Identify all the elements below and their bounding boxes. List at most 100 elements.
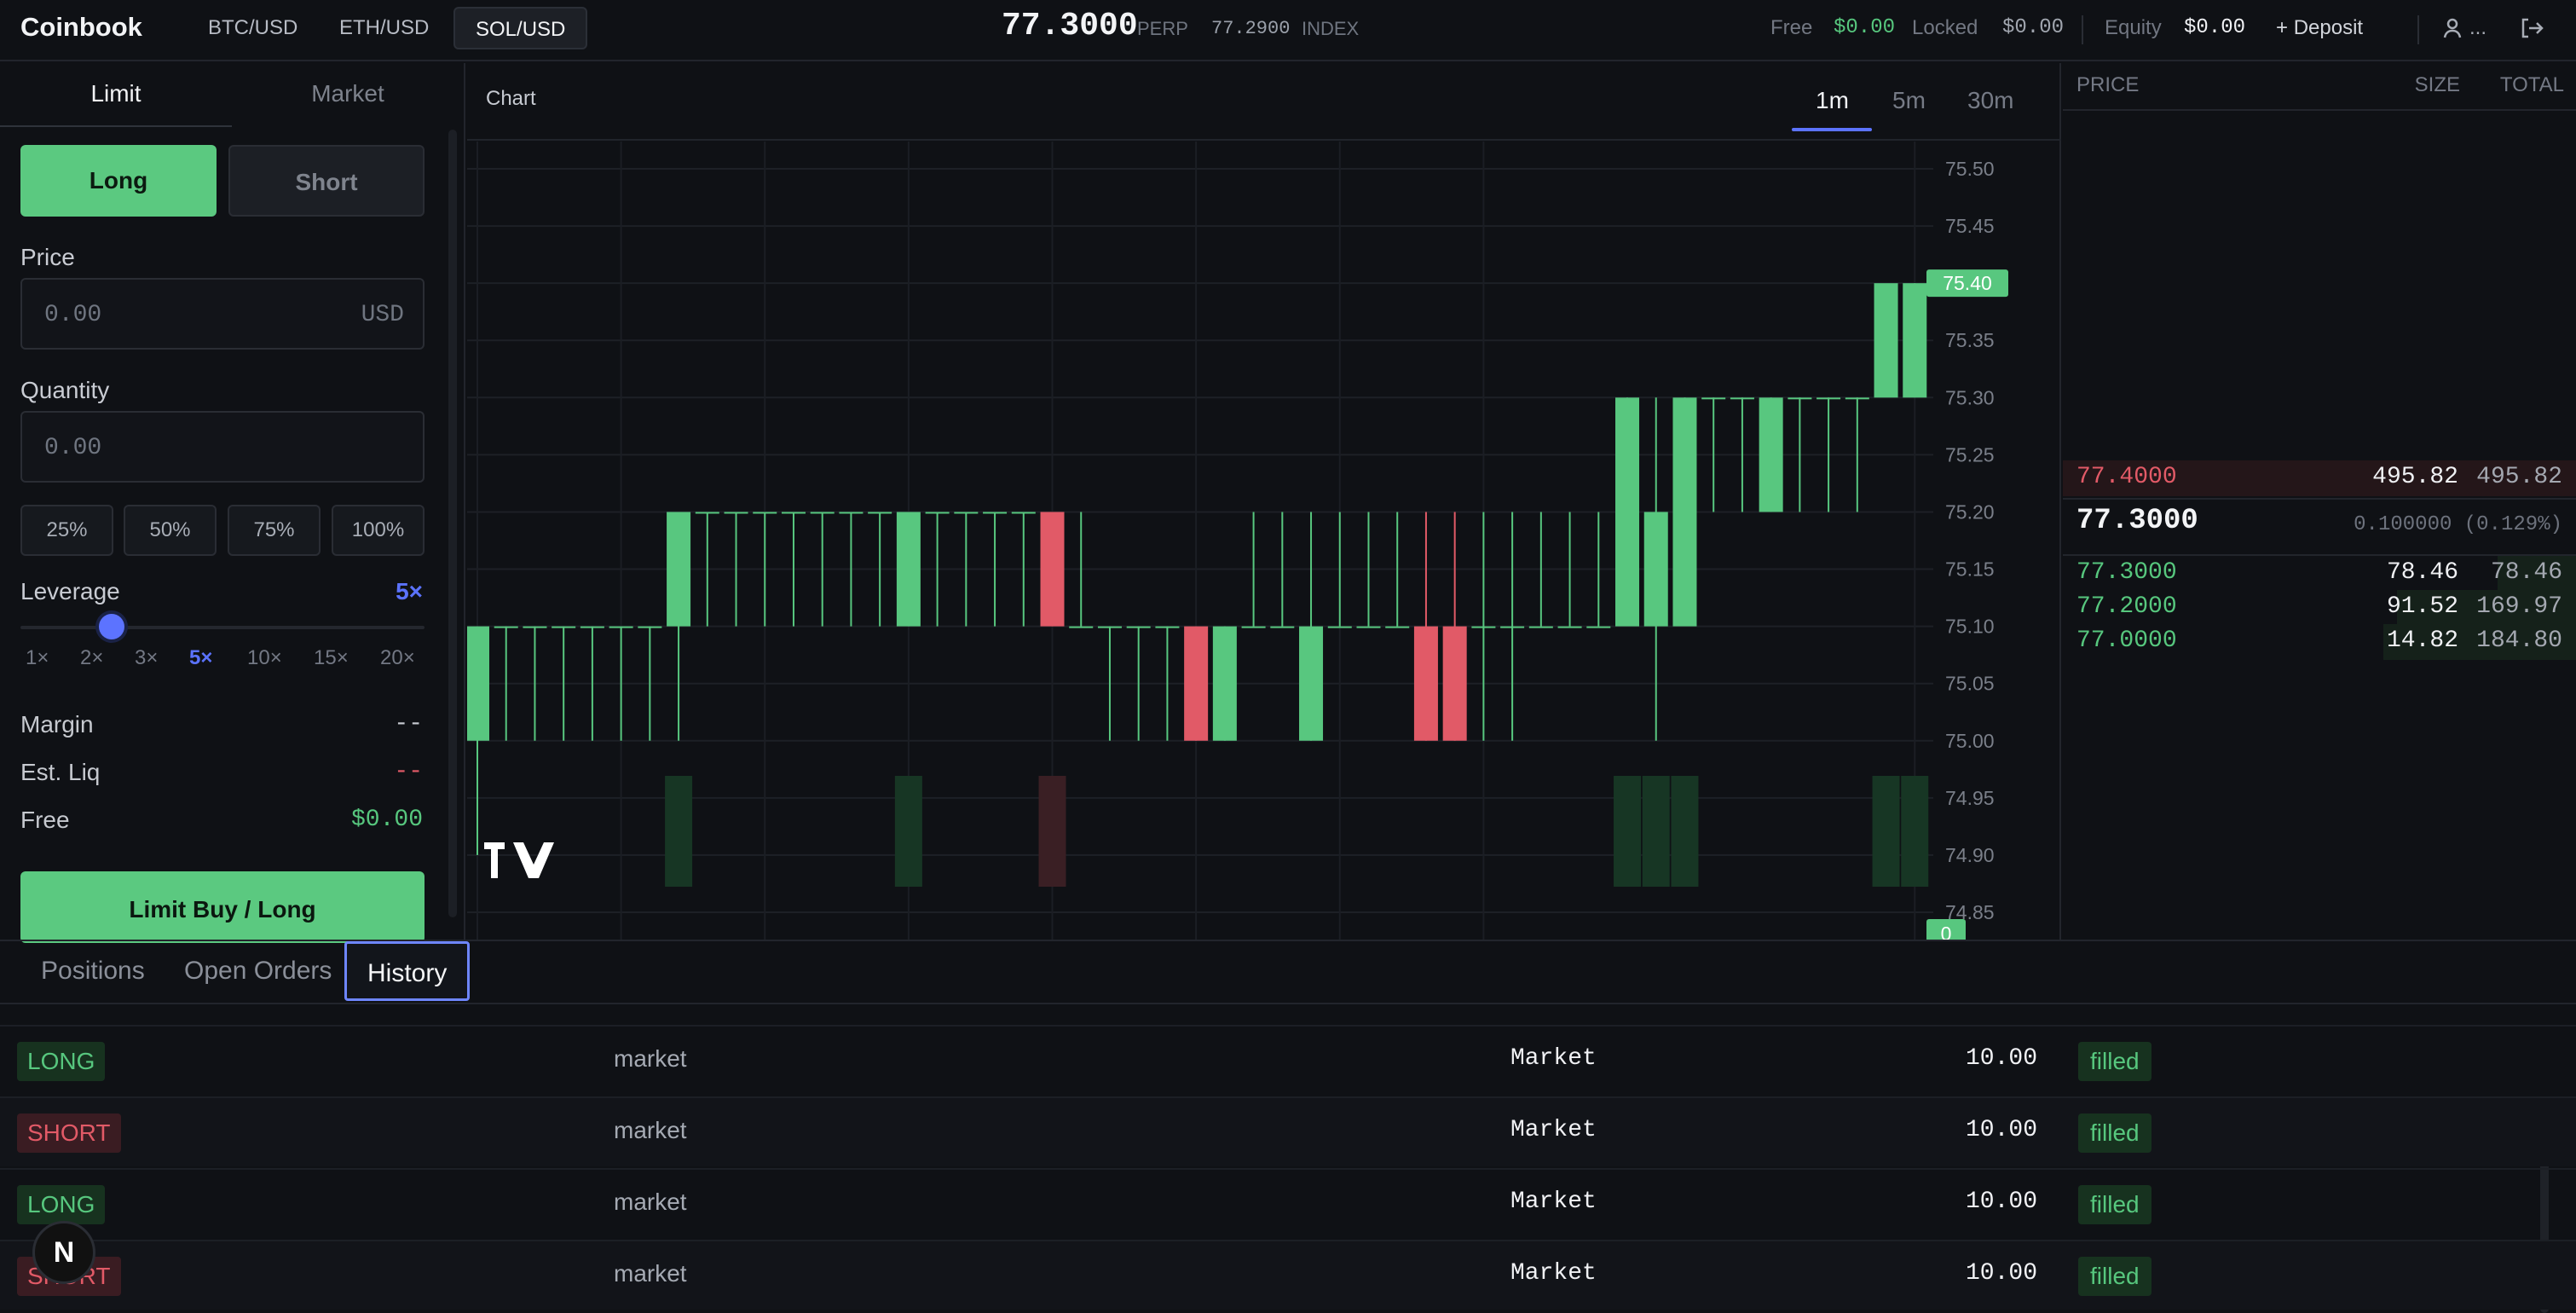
margin-value: -- <box>394 711 423 737</box>
book-size-header: SIZE <box>2414 73 2460 96</box>
free-balance-label: Free <box>20 807 70 833</box>
candle-up <box>695 512 719 514</box>
volume-bar <box>665 776 693 887</box>
ask-row[interactable]: 77.4000 495.82 495.82 <box>2063 460 2576 496</box>
table-row[interactable]: LONG market Market 10.00 filled <box>0 1168 2576 1238</box>
timeframe-1m[interactable]: 1m <box>1816 87 1849 113</box>
brand-logo[interactable]: Coinbook <box>20 12 142 42</box>
volume-bar <box>1614 776 1642 887</box>
leverage-3x[interactable]: 3× <box>135 646 159 669</box>
candle-up <box>1701 397 1726 400</box>
tab-open-orders[interactable]: Open Orders <box>184 957 332 985</box>
liq-label: Est. Liq <box>20 759 101 785</box>
y-axis-tick-label: 75.50 <box>1945 158 1995 180</box>
price-label: Price <box>20 244 75 270</box>
free-value: $0.00 <box>1834 16 1896 39</box>
tradingview-logo[interactable] <box>484 842 554 878</box>
leverage-2x[interactable]: 2× <box>80 646 104 669</box>
candle-up <box>580 626 604 628</box>
order-panel-scrollbar[interactable] <box>448 130 457 917</box>
bid-total: 78.46 <box>2490 559 2562 586</box>
price-chart[interactable]: 75.50 75.45 75.40 75.35 75.30 75.25 75.20 75.15… <box>467 142 2061 940</box>
bid-price: 77.2000 <box>2076 593 2177 620</box>
user-icon[interactable] <box>2443 17 2462 39</box>
pct-100-button[interactable]: 100% <box>332 505 425 556</box>
bid-size: 91.52 <box>2386 593 2458 620</box>
next-logo-button[interactable]: N <box>32 1221 95 1284</box>
book-total-header: TOTAL <box>2499 73 2564 96</box>
bid-row[interactable]: 77.2000 91.52 169.97 <box>2063 590 2576 626</box>
candle-down <box>1184 626 1209 741</box>
pct-50-button[interactable]: 50% <box>124 505 217 556</box>
candle-down <box>1040 512 1065 627</box>
table-row[interactable]: LONG market Market 10.00 filled <box>0 1025 2576 1095</box>
candle-up <box>1327 626 1352 628</box>
leverage-1x[interactable]: 1× <box>26 646 49 669</box>
ask-total: 495.82 <box>2476 464 2562 490</box>
y-axis-tick-label: 75.25 <box>1945 443 1995 466</box>
locked-label: Locked <box>1912 16 1978 39</box>
account-name[interactable]: ... <box>2469 16 2487 39</box>
ask-size: 495.82 <box>2372 464 2458 490</box>
candle-up <box>753 512 777 514</box>
table-row[interactable]: SHORT market Market 10.00 filled <box>0 1096 2576 1166</box>
deposit-button[interactable]: + Deposit <box>2276 16 2364 39</box>
candle-up <box>467 626 489 741</box>
candle-up <box>1241 626 1266 628</box>
y-axis-tick-label: 75.30 <box>1945 386 1995 408</box>
logout-icon[interactable] <box>2519 15 2544 41</box>
candle-up <box>1903 283 1927 398</box>
table-row[interactable]: SHORT market Market 10.00 filled <box>0 1240 2576 1310</box>
long-button[interactable]: Long <box>20 145 217 217</box>
leverage-20x[interactable]: 20× <box>380 646 415 669</box>
tab-positions[interactable]: Positions <box>41 957 145 985</box>
tab-history[interactable]: History <box>344 941 471 1001</box>
market-tab-eth[interactable]: ETH/USD <box>339 16 430 39</box>
candle-up <box>1586 626 1611 628</box>
tab-limit[interactable]: Limit <box>90 80 142 107</box>
submit-order-button[interactable]: Limit Buy / Long <box>20 871 425 943</box>
candle-up <box>1097 626 1122 628</box>
top-divider <box>2082 15 2083 44</box>
book-spread: 0.100000 (0.129%) <box>2354 513 2562 536</box>
order-type: market <box>614 1260 687 1287</box>
quantity-input[interactable]: 0.00 <box>20 411 425 483</box>
order-mode: Market <box>1510 1260 1597 1287</box>
candle-up <box>1643 512 1668 627</box>
chart-header-divider <box>467 139 2061 141</box>
timeframe-5m[interactable]: 5m <box>1892 87 1926 113</box>
equity-label: Equity <box>2105 16 2162 39</box>
timeframe-30m[interactable]: 30m <box>1967 87 2014 113</box>
candle-up <box>1500 626 1525 628</box>
candle-up <box>609 626 633 628</box>
index-tag: INDEX <box>1302 18 1360 39</box>
timeframe-underline <box>1792 128 1872 131</box>
leverage-slider[interactable] <box>20 626 425 629</box>
volume-bar <box>1642 776 1670 887</box>
leverage-10x[interactable]: 10× <box>247 646 282 669</box>
short-button[interactable]: Short <box>228 145 425 217</box>
candle-up <box>1270 626 1295 628</box>
leverage-5x[interactable]: 5× <box>189 646 213 669</box>
bid-row[interactable]: 77.3000 78.46 78.46 <box>2063 556 2576 592</box>
market-tab-sol[interactable]: SOL/USD <box>453 7 588 49</box>
leverage-slider-knob[interactable] <box>99 614 124 639</box>
quantity-label: Quantity <box>20 377 110 403</box>
price-input[interactable]: 0.00 USD <box>20 278 425 350</box>
candle-up <box>983 512 1008 514</box>
history-scrollbar[interactable] <box>2540 1100 2549 1313</box>
candle-up <box>1155 626 1180 628</box>
pct-75-button[interactable]: 75% <box>228 505 321 556</box>
bid-total: 169.97 <box>2476 593 2562 620</box>
candle-up <box>1557 626 1582 628</box>
bid-row[interactable]: 77.0000 14.82 184.80 <box>2063 624 2576 660</box>
pct-25-button[interactable]: 25% <box>20 505 113 556</box>
leverage-15x[interactable]: 15× <box>314 646 349 669</box>
candle-up <box>781 512 806 514</box>
order-qty: 10.00 <box>1965 1045 2037 1072</box>
volume-bar <box>1901 776 1929 887</box>
market-tab-btc[interactable]: BTC/USD <box>208 16 298 39</box>
tab-market[interactable]: Market <box>311 80 384 107</box>
status-badge: filled <box>2078 1185 2151 1224</box>
candle-up <box>1672 397 1697 627</box>
